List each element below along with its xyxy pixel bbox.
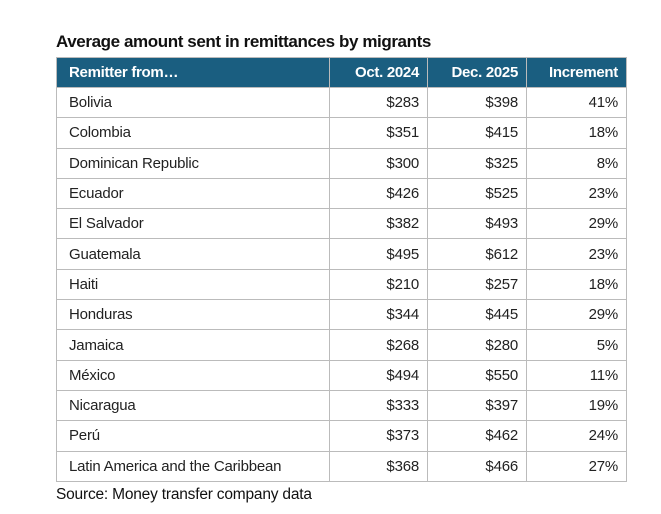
increment-cell: 18% (526, 268, 627, 301)
table-row: Bolivia $283 $398 41% (56, 86, 627, 119)
table-row: Latin America and the Caribbean $368 $466 2… (56, 450, 627, 482)
amount-cell: $462 (427, 420, 527, 452)
column-header: Remitter from… (56, 57, 330, 88)
increment-cell: 29% (526, 299, 627, 331)
table-row: Nicaragua $333 $397 19% (56, 389, 627, 422)
amount-cell: $333 (329, 389, 428, 422)
country-cell: Latin America and the Caribbean (56, 450, 330, 482)
table-row: México $494 $550 11% (56, 359, 627, 391)
amount-cell: $445 (427, 299, 527, 331)
table-row: Haiti $210 $257 18% (56, 268, 627, 301)
increment-cell: 11% (526, 359, 627, 391)
amount-cell: $398 (427, 86, 527, 119)
column-header: Increment (526, 57, 627, 88)
country-cell: Jamaica (56, 329, 330, 361)
country-cell: Perú (56, 420, 330, 452)
amount-cell: $283 (329, 86, 428, 119)
country-cell: México (56, 359, 330, 391)
amount-cell: $351 (329, 117, 428, 149)
increment-cell: 19% (526, 389, 627, 422)
amount-cell: $550 (427, 359, 527, 391)
increment-cell: 24% (526, 420, 627, 452)
table-row: Colombia $351 $415 18% (56, 117, 627, 149)
amount-cell: $494 (329, 359, 428, 391)
increment-cell: 18% (526, 117, 627, 149)
country-cell: El Salvador (56, 208, 330, 240)
amount-cell: $344 (329, 299, 428, 331)
amount-cell: $525 (427, 177, 527, 210)
amount-cell: $426 (329, 177, 428, 210)
source-note: Source: Money transfer company data (56, 486, 312, 503)
table-row: El Salvador $382 $493 29% (56, 208, 627, 240)
country-cell: Colombia (56, 117, 330, 149)
column-header: Dec. 2025 (427, 57, 527, 88)
country-cell: Dominican Republic (56, 147, 330, 179)
amount-cell: $325 (427, 147, 527, 179)
increment-cell: 29% (526, 208, 627, 240)
country-cell: Guatemala (56, 238, 330, 270)
increment-cell: 27% (526, 450, 627, 482)
amount-cell: $300 (329, 147, 428, 179)
amount-cell: $466 (427, 450, 527, 482)
country-cell: Honduras (56, 299, 330, 331)
remittances-table: Remitter from… Oct. 2024 Dec. 2025 Incremen… (56, 57, 627, 482)
table-row: Jamaica $268 $280 5% (56, 329, 627, 361)
amount-cell: $257 (427, 268, 527, 301)
amount-cell: $495 (329, 238, 428, 270)
country-cell: Bolivia (56, 86, 330, 119)
table-row: Guatemala $495 $612 23% (56, 238, 627, 270)
amount-cell: $382 (329, 208, 428, 240)
country-cell: Nicaragua (56, 389, 330, 422)
country-cell: Ecuador (56, 177, 330, 210)
amount-cell: $210 (329, 268, 428, 301)
increment-cell: 23% (526, 177, 627, 210)
column-header: Oct. 2024 (329, 57, 428, 88)
increment-cell: 8% (526, 147, 627, 179)
table-row: Perú $373 $462 24% (56, 420, 627, 452)
amount-cell: $397 (427, 389, 527, 422)
amount-cell: $612 (427, 238, 527, 270)
increment-cell: 23% (526, 238, 627, 270)
table-row: Honduras $344 $445 29% (56, 299, 627, 331)
table-row: Ecuador $426 $525 23% (56, 177, 627, 210)
increment-cell: 5% (526, 329, 627, 361)
table-title: Average amount sent in remittances by mi… (56, 32, 431, 51)
header-row: Remitter from… Oct. 2024 Dec. 2025 Incremen… (56, 57, 627, 88)
increment-cell: 41% (526, 86, 627, 119)
table-row: Dominican Republic $300 $325 8% (56, 147, 627, 179)
amount-cell: $373 (329, 420, 428, 452)
amount-cell: $493 (427, 208, 527, 240)
country-cell: Haiti (56, 268, 330, 301)
amount-cell: $268 (329, 329, 428, 361)
amount-cell: $368 (329, 450, 428, 482)
amount-cell: $280 (427, 329, 527, 361)
amount-cell: $415 (427, 117, 527, 149)
